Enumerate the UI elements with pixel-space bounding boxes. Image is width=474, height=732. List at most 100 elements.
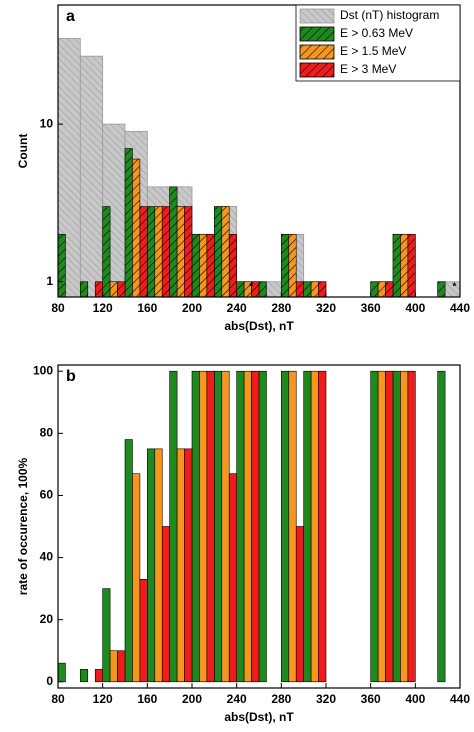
bar [236, 370, 245, 683]
bar [295, 526, 304, 683]
bar [184, 448, 193, 683]
x-axis-title: abs(Dst), nT [224, 710, 294, 724]
bar [161, 206, 170, 298]
bar [370, 281, 379, 298]
bar [437, 281, 446, 298]
bar [400, 233, 409, 298]
bar [392, 233, 401, 298]
bar [124, 439, 133, 683]
bar [80, 669, 89, 683]
bar [147, 448, 156, 683]
bar [385, 370, 394, 683]
legend-label: Dst (nT) histogram [340, 8, 439, 22]
bar [392, 370, 401, 683]
x-tick-label: 280 [271, 692, 291, 706]
y-tick-label: 10 [40, 116, 54, 130]
x-tick-label: 400 [405, 692, 425, 706]
x-tick-label: 280 [271, 301, 291, 315]
bar [191, 370, 200, 683]
x-tick-label: 440 [450, 692, 470, 706]
bar [154, 206, 163, 298]
y-axis-title: rate of occurence, 100% [16, 457, 30, 595]
bar [176, 448, 185, 683]
x-tick-label: 120 [93, 301, 113, 315]
histogram-bar [79, 55, 104, 298]
bar [102, 206, 111, 298]
y-tick-label: 100 [33, 363, 53, 377]
x-tick-label: 400 [405, 301, 425, 315]
bar [221, 206, 230, 298]
bar [288, 370, 297, 683]
bar [117, 650, 126, 683]
bar [407, 370, 416, 683]
x-tick-label: 80 [51, 692, 65, 706]
bar [318, 281, 327, 298]
annotation: * [452, 282, 456, 293]
bar [295, 281, 304, 298]
bar [281, 233, 290, 298]
bar [258, 281, 267, 298]
bar [228, 473, 237, 683]
bar [303, 281, 312, 298]
legend-label: E > 0.63 MeV [340, 26, 413, 40]
bar [310, 370, 319, 683]
bar [102, 588, 111, 683]
legend-swatch [299, 44, 335, 60]
bar [191, 233, 200, 298]
y-tick-label: 60 [40, 488, 54, 502]
y-tick-label: 20 [40, 612, 54, 626]
x-tick-label: 320 [316, 692, 336, 706]
bar [169, 370, 178, 683]
bar [124, 148, 133, 298]
y-axis-title: Count [16, 134, 30, 169]
bar [243, 370, 252, 683]
y-tick-label: 0 [46, 674, 53, 688]
y-tick-label: 1 [46, 274, 53, 288]
annotation: * [249, 282, 253, 293]
legend-swatch [299, 8, 335, 24]
x-tick-label: 80 [51, 301, 65, 315]
bar [228, 233, 237, 298]
bar [94, 669, 103, 683]
bar [117, 281, 126, 298]
bar [109, 281, 118, 298]
bar [199, 233, 208, 298]
bar [154, 448, 163, 683]
y-tick-label: 40 [40, 550, 54, 564]
bar [258, 370, 267, 683]
x-tick-label: 440 [450, 301, 470, 315]
x-tick-label: 120 [93, 692, 113, 706]
bar [169, 186, 178, 298]
bar [318, 370, 327, 683]
panel-label: a [66, 8, 75, 25]
bar [176, 206, 185, 298]
x-tick-label: 200 [182, 301, 202, 315]
x-tick-label: 160 [137, 692, 157, 706]
bar [377, 281, 386, 298]
bar [251, 370, 260, 683]
bar [370, 370, 379, 683]
legend-swatch [299, 62, 335, 78]
bar [57, 233, 66, 298]
bar [407, 233, 416, 298]
bar [281, 370, 290, 683]
x-axis-title: abs(Dst), nT [224, 319, 294, 333]
legend-label: E > 1.5 MeV [340, 44, 406, 58]
bar [206, 370, 215, 683]
x-tick-label: 240 [227, 692, 247, 706]
bar [236, 281, 245, 298]
bar [80, 281, 89, 298]
x-tick-label: 160 [137, 301, 157, 315]
x-tick-label: 360 [361, 692, 381, 706]
x-tick-label: 240 [227, 301, 247, 315]
bar [184, 206, 193, 298]
bar [199, 370, 208, 683]
x-tick-label: 360 [361, 301, 381, 315]
legend-label: E > 3 MeV [340, 62, 396, 76]
bar [437, 370, 446, 683]
bar [221, 370, 230, 683]
bar [214, 370, 223, 683]
bar [132, 473, 141, 683]
bar [214, 206, 223, 298]
